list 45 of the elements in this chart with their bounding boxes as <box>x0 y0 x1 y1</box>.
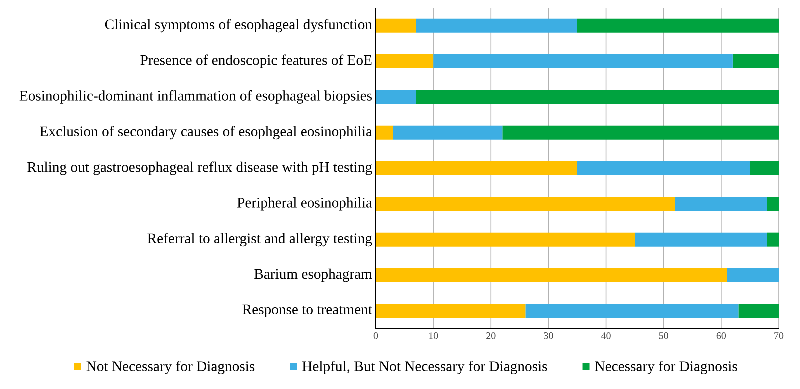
x-tick-label: 60 <box>716 332 726 340</box>
bar <box>393 126 503 140</box>
bar <box>376 304 526 318</box>
y-tick-label: Barium esophagram <box>254 268 372 282</box>
bar <box>376 90 416 104</box>
x-tick-label: 40 <box>601 332 611 340</box>
bar <box>376 54 434 69</box>
bar <box>732 54 779 69</box>
y-tick-label: Exclusion of secondary causes of esophgeal eosinophilia <box>40 126 372 140</box>
bar <box>434 54 733 69</box>
bar <box>416 90 779 104</box>
bar <box>727 268 779 283</box>
y-tick-label: Presence of endoscopic features of EoE <box>140 54 372 68</box>
y-tick-label: Referral to allergist and allergy testing <box>148 233 372 247</box>
bar <box>376 232 636 247</box>
bar <box>767 232 779 247</box>
x-tick-label: 0 <box>374 332 378 340</box>
legend-label: Necessary for Diagnosis <box>595 360 738 374</box>
bar <box>526 304 739 318</box>
legend-label: Not Necessary for Diagnosis <box>86 360 255 374</box>
bar <box>577 18 779 33</box>
bar <box>376 197 676 212</box>
bar <box>376 18 416 33</box>
y-tick-label: Ruling out gastroesophageal reflux disease with pH testing <box>28 162 372 176</box>
y-tick-label: Eosinophilic-dominant inflammation of esophageal biopsies <box>20 90 372 104</box>
bar <box>376 126 394 140</box>
bar <box>635 232 768 247</box>
bar <box>767 197 779 212</box>
x-tick-label: 20 <box>486 332 496 340</box>
bar <box>416 18 578 33</box>
bar <box>577 162 750 176</box>
bar <box>750 162 779 176</box>
legend-label: Helpful, But Not Necessary for Diagnosis <box>302 360 548 374</box>
x-tick-label: 30 <box>544 332 554 340</box>
y-tick-label: Clinical symptoms of esophageal dysfunction <box>105 19 372 33</box>
bar <box>376 268 728 283</box>
bar <box>502 126 779 140</box>
x-tick-label: 10 <box>429 332 438 340</box>
y-tick-label: Response to treatment <box>242 304 372 318</box>
y-tick-label: Peripheral eosinophilia <box>237 198 372 211</box>
bar <box>738 304 779 318</box>
bar <box>675 197 768 212</box>
x-tick-label: 50 <box>659 332 668 340</box>
bar <box>376 162 578 176</box>
x-tick-label: 70 <box>774 332 784 340</box>
